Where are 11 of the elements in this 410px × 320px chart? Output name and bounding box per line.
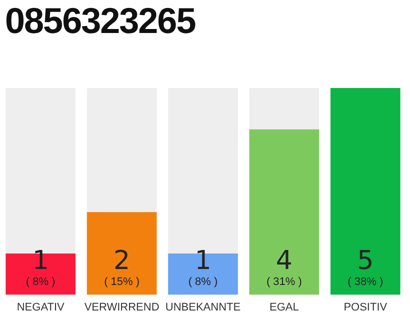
data-label: 1 ( 8% )	[188, 246, 218, 288]
x-tick-label: EGAL	[270, 301, 299, 314]
data-label: 4 ( 31% )	[266, 246, 302, 288]
x-tick-label: POSITIV	[344, 301, 388, 314]
chart-title: 0856323265	[5, 0, 196, 42]
x-tick-label: NEGATIV	[16, 301, 65, 314]
x-tick-label: UNBEKANNTE	[165, 301, 241, 314]
data-label: 1 ( 8% )	[26, 246, 56, 288]
x-tick-label: VERWIRREND	[84, 301, 160, 314]
data-label: 2 ( 15% )	[104, 246, 140, 288]
data-label: 5 ( 38% )	[348, 246, 384, 288]
